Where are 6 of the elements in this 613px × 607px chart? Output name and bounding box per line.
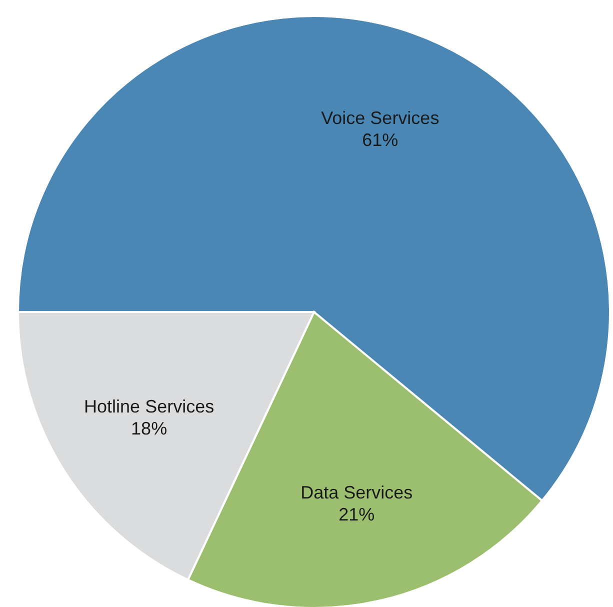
slice-label: Voice Services [321, 108, 440, 128]
data-label: 18% [131, 418, 168, 439]
slice-label: Data Services [300, 482, 413, 503]
data-label: 61% [362, 130, 398, 150]
data-label: 21% [338, 504, 375, 525]
slice-label: Hotline Services [84, 396, 214, 417]
